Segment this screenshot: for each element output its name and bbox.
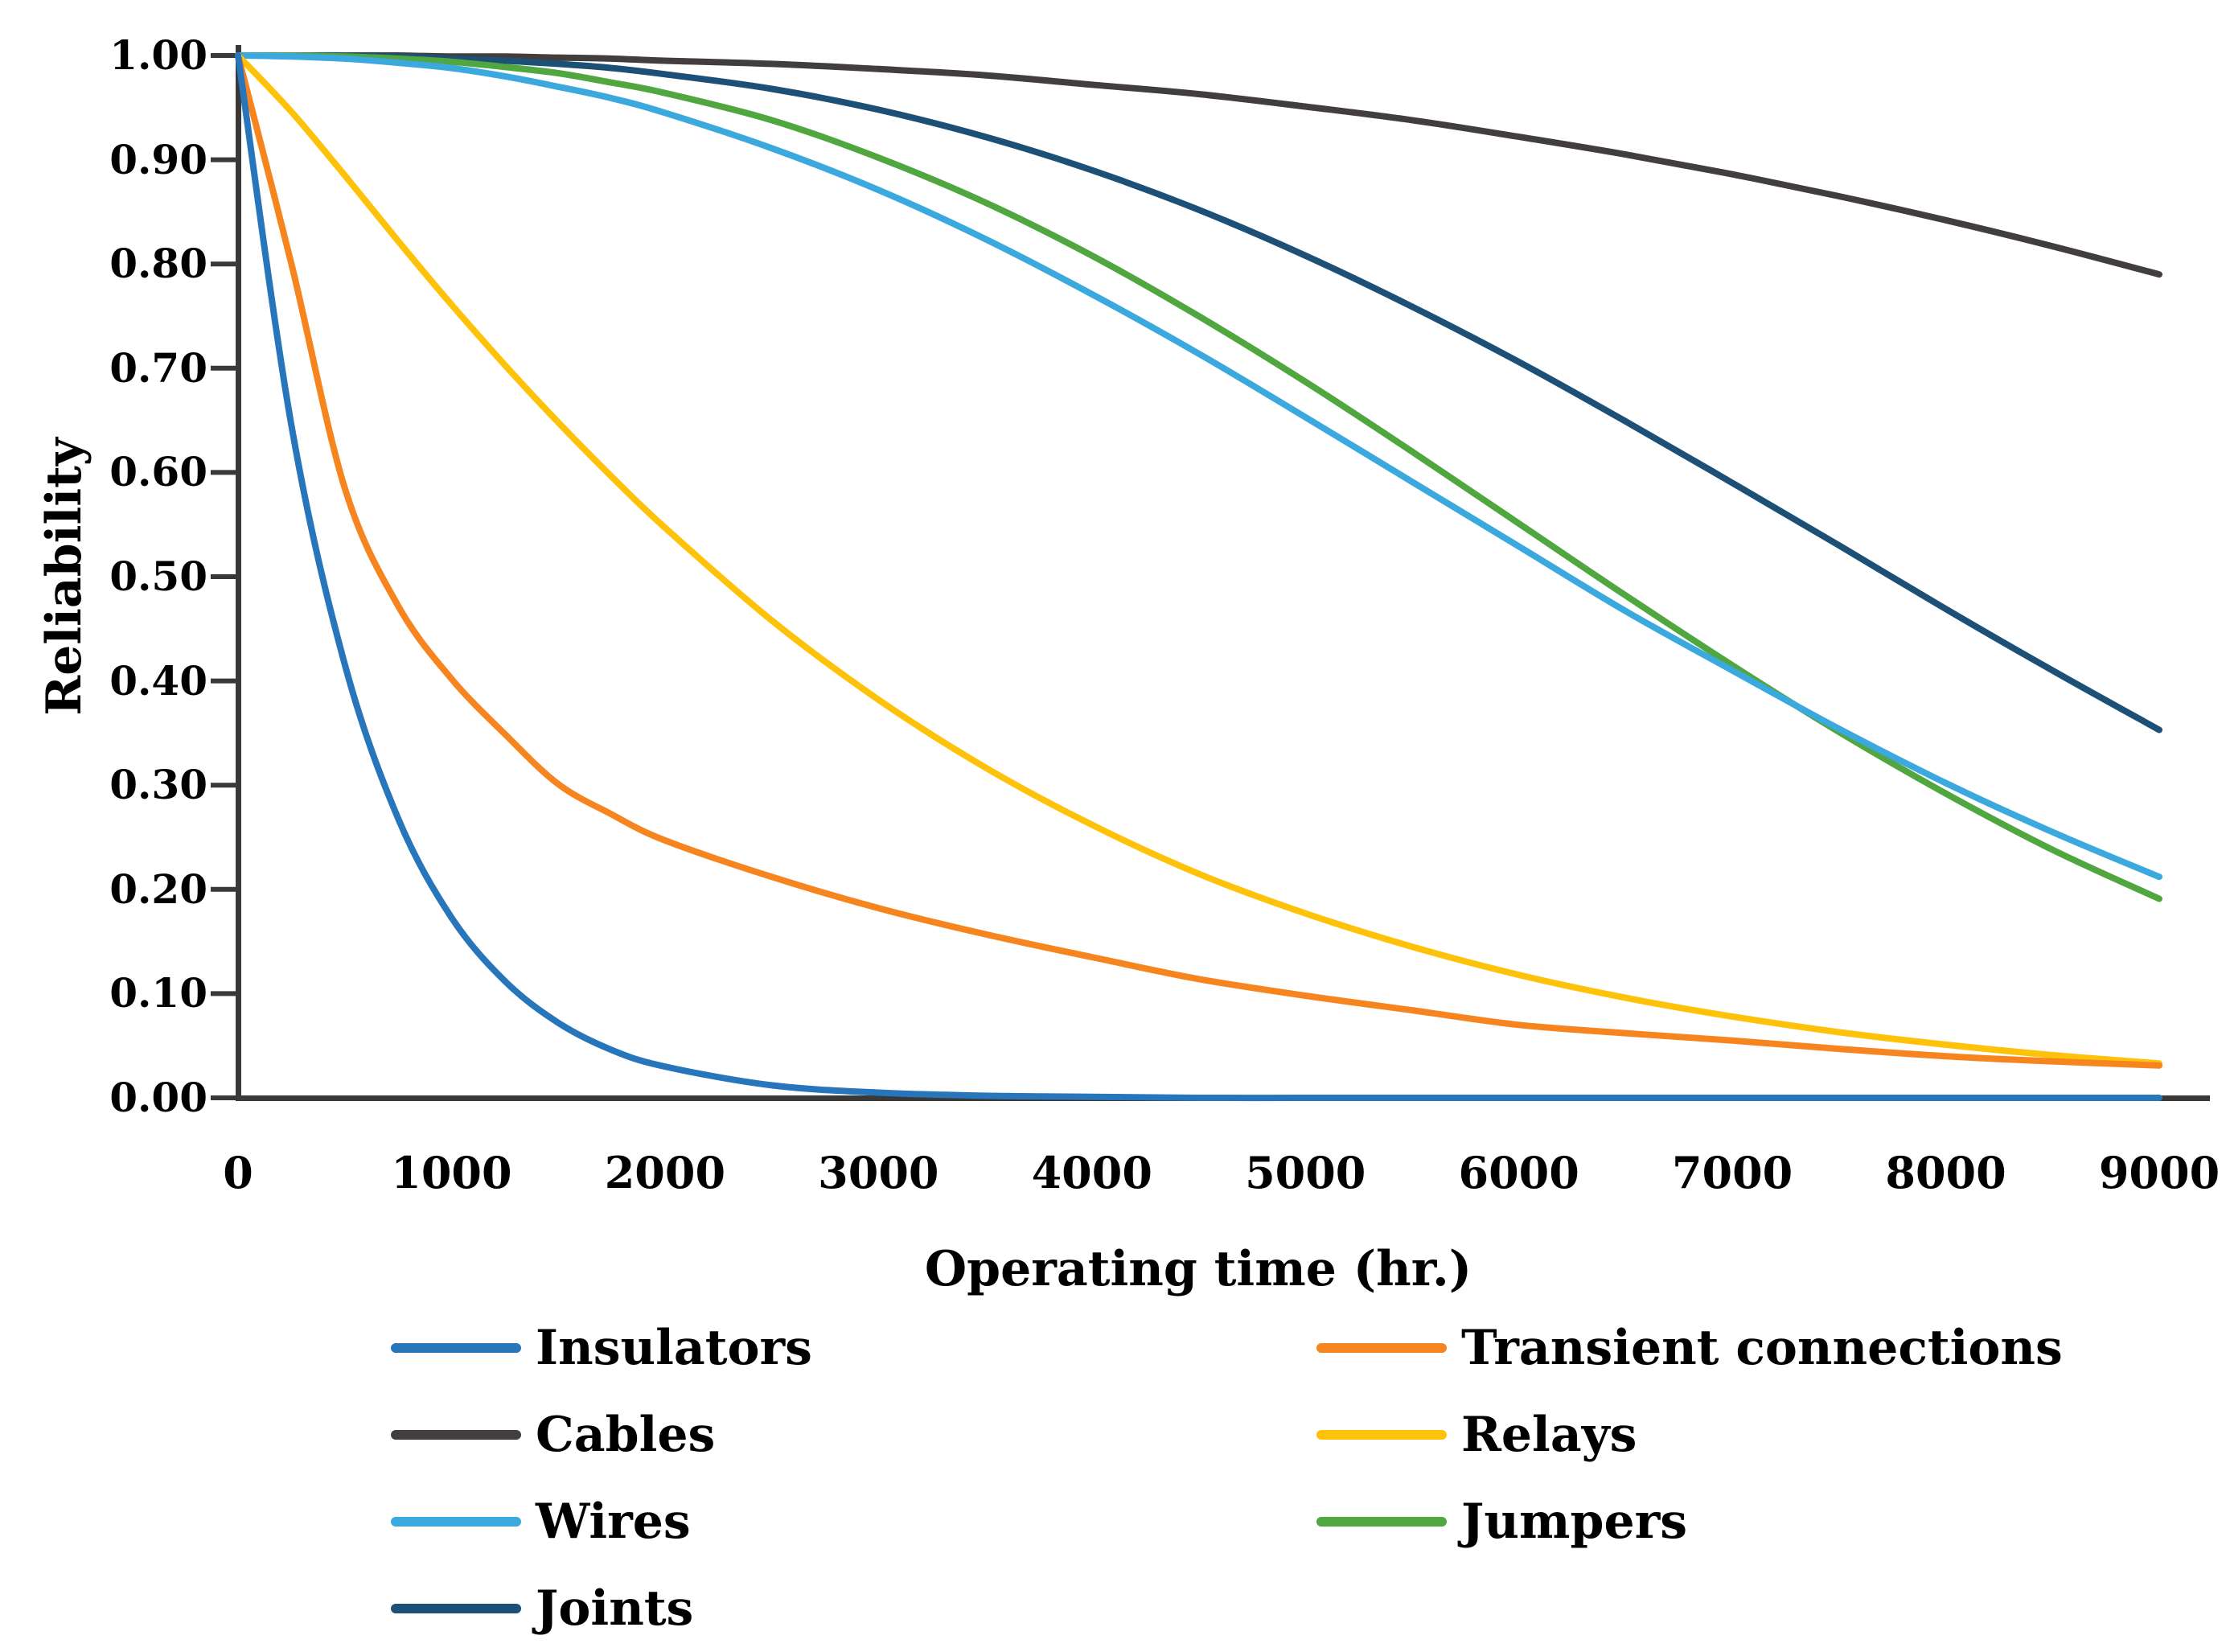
legend-label-insulators: Insulators bbox=[536, 1320, 812, 1376]
x-tick-label: 7000 bbox=[1671, 1147, 1793, 1198]
series-line-jumpers bbox=[235, 51, 2162, 902]
y-tick-label: 0.70 bbox=[109, 343, 207, 392]
legend-label-wires: Wires bbox=[536, 1494, 691, 1550]
y-tick-label: 0.90 bbox=[109, 135, 207, 183]
x-tick-label: 2000 bbox=[604, 1147, 726, 1198]
x-tick-label: 5000 bbox=[1245, 1147, 1366, 1198]
y-tick-label: 0.00 bbox=[109, 1074, 207, 1121]
legend-swatch-jumpers bbox=[1316, 1517, 1447, 1527]
x-axis-title: Operating time (hr.) bbox=[924, 1241, 1472, 1297]
x-tick-label: 4000 bbox=[1031, 1147, 1152, 1198]
series-line-joints bbox=[235, 51, 2162, 734]
series-line-insulators bbox=[235, 52, 2162, 1102]
legend-label-cables: Cables bbox=[536, 1407, 716, 1463]
y-tick-label: 0.50 bbox=[109, 553, 207, 600]
legend-label-relays: Relays bbox=[1461, 1407, 1637, 1463]
legend-label-jumpers: Jumpers bbox=[1461, 1494, 1688, 1550]
y-tick-label: 0.80 bbox=[109, 240, 207, 288]
x-tick-label: 6000 bbox=[1458, 1147, 1579, 1198]
x-tick-label: 3000 bbox=[818, 1147, 939, 1198]
y-tick-label: 0.60 bbox=[109, 448, 207, 496]
legend-swatch-joints bbox=[391, 1604, 521, 1613]
x-tick-label: 9000 bbox=[2098, 1147, 2220, 1198]
legend-swatch-transient-connections bbox=[1316, 1343, 1447, 1353]
y-tick-label: 1.00 bbox=[109, 31, 207, 79]
y-tick-label: 0.20 bbox=[109, 865, 207, 913]
y-tick-label: 0.10 bbox=[109, 969, 207, 1017]
legend-swatch-insulators bbox=[391, 1343, 521, 1353]
series-line-wires bbox=[235, 52, 2162, 881]
series-line-cables bbox=[235, 51, 2162, 278]
legend-label-transient-connections: Transient connections bbox=[1461, 1320, 2063, 1376]
legend-swatch-relays bbox=[1316, 1430, 1447, 1440]
legend-swatch-wires bbox=[391, 1517, 521, 1527]
series-line-transient-connections bbox=[235, 52, 2162, 1069]
y-tick-label: 0.30 bbox=[109, 761, 207, 809]
x-tick-label: 8000 bbox=[1885, 1147, 2006, 1198]
x-tick-label: 1000 bbox=[391, 1147, 512, 1198]
legend-label-joints: Joints bbox=[536, 1580, 694, 1637]
legend-swatch-cables bbox=[391, 1430, 521, 1440]
series-line-relays bbox=[235, 52, 2162, 1067]
x-tick-label: 0 bbox=[223, 1147, 253, 1198]
y-tick-label: 0.40 bbox=[109, 656, 207, 705]
